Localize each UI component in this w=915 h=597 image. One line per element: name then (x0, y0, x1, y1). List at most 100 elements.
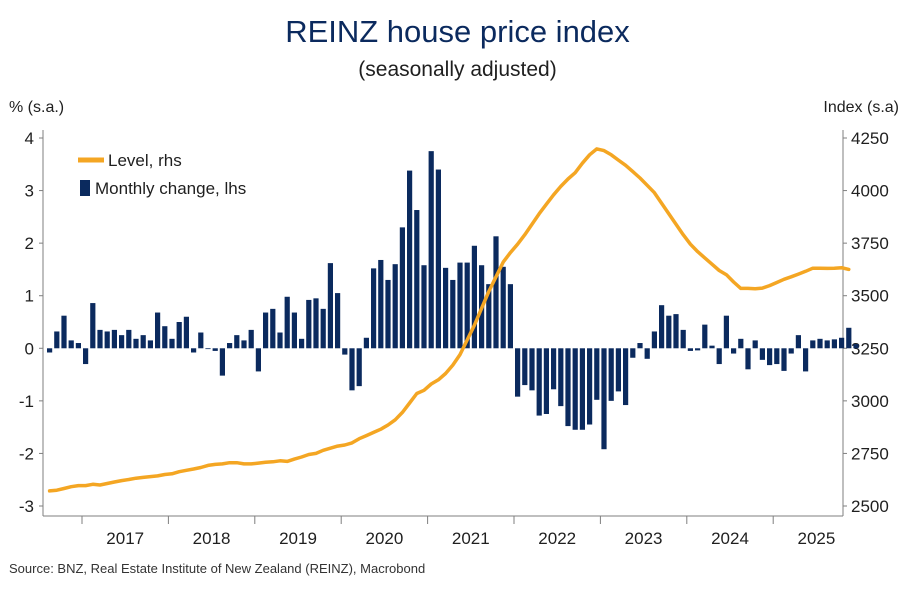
monthly-change-bar (54, 331, 60, 349)
monthly-change-bar (594, 348, 600, 400)
monthly-change-bar (399, 227, 405, 349)
monthly-change-bar (493, 236, 499, 349)
y-tick-label-left: -3 (19, 497, 34, 516)
y-tick-label-left: -2 (19, 444, 34, 463)
monthly-change-bar (565, 348, 571, 427)
monthly-change-bar (255, 348, 261, 372)
monthly-change-bar (795, 335, 801, 349)
monthly-change-bar (471, 245, 477, 349)
monthly-change-bar (659, 305, 665, 349)
chart-legend: Level, rhs Monthly change, lhs (78, 151, 246, 198)
monthly-change-bar (839, 337, 845, 349)
monthly-change-bar (810, 340, 816, 349)
y-tick-label-left: 4 (25, 129, 34, 148)
level-line-group (47, 147, 851, 493)
monthly-change-bar (781, 348, 787, 371)
monthly-change-bar (515, 348, 521, 397)
monthly-change-bar (162, 326, 168, 349)
monthly-change-bar (306, 299, 312, 349)
monthly-change-bar (767, 348, 773, 366)
monthly-change-bar (450, 279, 456, 349)
monthly-change-bar (623, 348, 629, 406)
monthly-change-bar (270, 308, 276, 349)
monthly-change-bar (687, 348, 693, 351)
monthly-change-bar (644, 348, 650, 359)
monthly-change-bar (155, 312, 161, 349)
monthly-change-bar (90, 303, 96, 349)
x-tick-label: 2019 (279, 529, 317, 548)
source-note: Source: BNZ, Real Estate Institute of Ne… (9, 561, 426, 576)
y-tick-label-left: 1 (25, 287, 34, 306)
monthly-change-bar (507, 284, 513, 349)
monthly-change-bar (68, 340, 74, 349)
monthly-change-bar (587, 348, 593, 425)
y-tick-label-left: -1 (19, 392, 34, 411)
monthly-change-bar (680, 329, 686, 349)
monthly-change-bar (407, 170, 413, 349)
monthly-change-bar (320, 308, 326, 349)
monthly-change-bar (579, 348, 585, 430)
monthly-change-bar (788, 348, 794, 354)
monthly-change-bar (651, 331, 657, 349)
monthly-change-bar (500, 266, 506, 349)
monthly-change-bar (241, 340, 247, 349)
chart-title: REINZ house price index (285, 14, 630, 49)
y-tick-label-right: 2750 (851, 444, 889, 463)
monthly-change-bar (486, 284, 492, 349)
monthly-change-bar (47, 348, 53, 353)
monthly-change-bar (183, 316, 189, 349)
y-tick-label-left: 0 (25, 339, 34, 358)
monthly-change-bar (61, 315, 67, 349)
monthly-change-bar (731, 348, 737, 354)
monthly-change-bar (695, 348, 701, 351)
y-tick-label-right: 3750 (851, 234, 889, 253)
x-tick-label: 2020 (365, 529, 403, 548)
legend-change-swatch (80, 180, 90, 196)
monthly-change-bar (421, 265, 427, 349)
y-tick-label-right: 4250 (851, 129, 889, 148)
level-line (47, 147, 851, 493)
monthly-change-bar (363, 337, 369, 349)
monthly-change-bar (119, 335, 125, 349)
monthly-change-bar (234, 335, 240, 349)
monthly-change-bar (759, 348, 765, 360)
monthly-change-bar (608, 348, 614, 401)
y-tick-label-right: 3000 (851, 392, 889, 411)
monthly-change-bar (774, 348, 780, 365)
y-axis-label-right: Index (s.a) (823, 99, 899, 116)
monthly-change-bar (75, 343, 81, 349)
monthly-change-bar (349, 348, 355, 391)
monthly-change-bar (853, 344, 859, 349)
monthly-change-bar (191, 348, 197, 353)
x-tick-label: 2022 (538, 529, 576, 548)
x-tick-label: 2024 (711, 529, 749, 548)
monthly-change-bar (147, 340, 153, 349)
x-tick-label: 2017 (106, 529, 144, 548)
monthly-change-bar (601, 348, 607, 450)
monthly-change-bar (572, 348, 578, 430)
monthly-change-bar (227, 343, 233, 349)
y-axis-label-left: % (s.a.) (9, 99, 65, 116)
y-tick-label-right: 2500 (851, 497, 889, 516)
monthly-change-bar (443, 267, 449, 349)
monthly-change-bar (543, 348, 549, 414)
monthly-change-bar (212, 348, 218, 351)
y-tick-label-right: 3250 (851, 339, 889, 358)
monthly-change-bar (831, 339, 837, 349)
monthly-change-bar (83, 348, 89, 365)
monthly-change-bar (291, 312, 297, 349)
monthly-change-bar (277, 332, 283, 349)
monthly-change-bar (97, 329, 103, 349)
monthly-change-bar (263, 312, 269, 349)
monthly-change-bar (378, 259, 384, 349)
monthly-change-bar (716, 348, 722, 365)
monthly-change-bar (529, 348, 535, 391)
y-tick-label-left: 2 (25, 234, 34, 253)
x-tick-label: 2021 (452, 529, 490, 548)
monthly-change-bar (104, 331, 110, 349)
monthly-change-bar (385, 279, 391, 349)
monthly-change-bar (673, 314, 679, 349)
monthly-change-bar (176, 322, 182, 349)
monthly-change-bar (205, 348, 211, 350)
monthly-change-bar (313, 298, 319, 349)
